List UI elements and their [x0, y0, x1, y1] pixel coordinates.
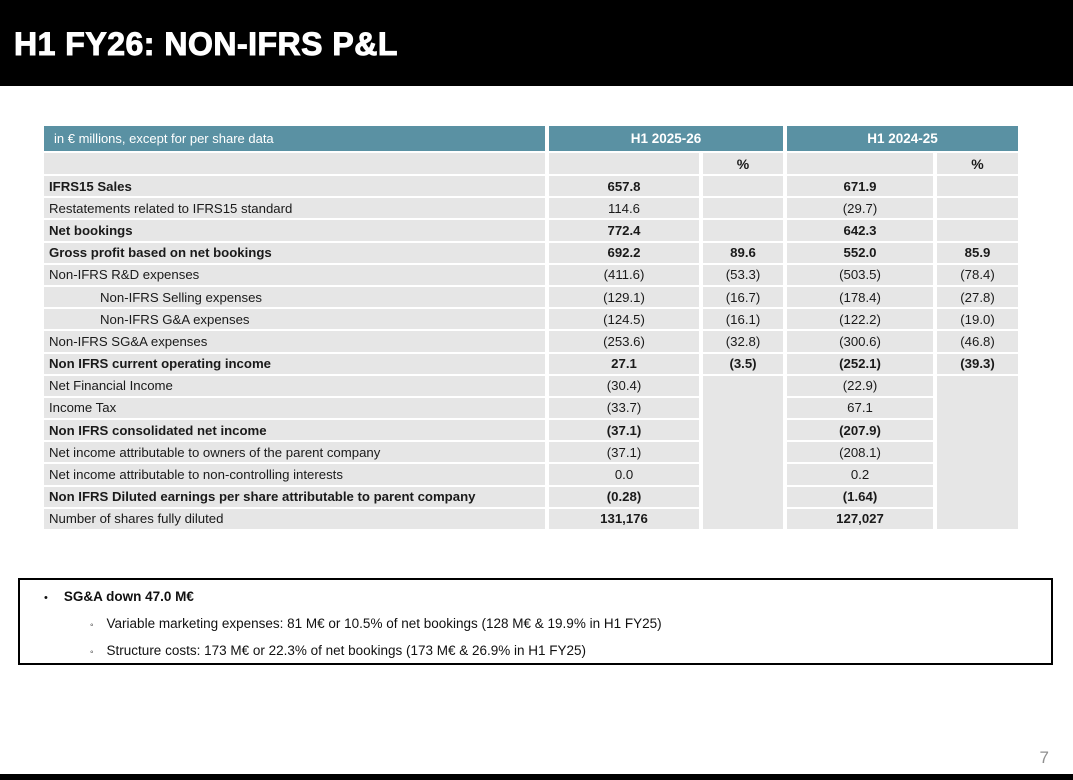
- row-label: Number of shares fully diluted: [44, 508, 545, 529]
- percent-cell: (16.1): [703, 309, 783, 330]
- value-cell: 692.2: [549, 242, 699, 263]
- value-cell: 657.8: [549, 176, 699, 197]
- row-label: Net income attributable to non-controlli…: [44, 464, 545, 485]
- value-cell: (253.6): [549, 331, 699, 352]
- pnl-table: in € millions, except for per share data…: [44, 126, 1018, 529]
- percent-cell: [937, 176, 1018, 197]
- percent-cell: (32.8): [703, 331, 783, 352]
- row-label: Gross profit based on net bookings: [44, 242, 545, 263]
- percent-cell: (27.8): [937, 286, 1018, 308]
- percent-cell: (39.3): [937, 353, 1018, 374]
- row-label: Non IFRS consolidated net income: [44, 420, 545, 441]
- percent-cell: [703, 220, 783, 241]
- row-label: Non-IFRS Selling expenses: [44, 286, 545, 308]
- row-label: Non-IFRS G&A expenses: [44, 309, 545, 330]
- value-cell: 642.3: [787, 220, 933, 241]
- table-unit-header: in € millions, except for per share data: [44, 126, 545, 151]
- value-cell: (37.1): [549, 442, 699, 463]
- value-cell: 131,176: [549, 508, 699, 529]
- percent-cell: (16.7): [703, 286, 783, 308]
- value-cell: 127,027: [787, 508, 933, 529]
- percent-cell: (78.4): [937, 264, 1018, 285]
- row-label: Income Tax: [44, 397, 545, 419]
- percent-cell: [937, 198, 1018, 219]
- percent-cell: [937, 220, 1018, 241]
- row-label: Net bookings: [44, 220, 545, 241]
- row-label: Net income attributable to owners of the…: [44, 442, 545, 463]
- note-bullet-row: • SG&A down 47.0 M€: [44, 589, 1051, 604]
- bottom-bar: [0, 774, 1073, 780]
- percent-cell: (46.8): [937, 331, 1018, 352]
- value-cell: (129.1): [549, 286, 699, 308]
- value-cell: 67.1: [787, 397, 933, 419]
- note-sub-bullet-text: Structure costs: 173 M€ or 22.3% of net …: [106, 643, 587, 658]
- row-label: Non IFRS Diluted earnings per share attr…: [44, 486, 545, 507]
- value-cell: (208.1): [787, 442, 933, 463]
- row-label: Net Financial Income: [44, 375, 545, 396]
- note-sub-bullet-text: Variable marketing expenses: 81 M€ or 10…: [106, 616, 662, 631]
- percent-cell: [703, 198, 783, 219]
- note-sub-bullet-row: ◦ Variable marketing expenses: 81 M€ or …: [90, 616, 1051, 631]
- value-cell: (124.5): [549, 309, 699, 330]
- merged-empty-percent-block: [937, 375, 1018, 529]
- value-cell: 114.6: [549, 198, 699, 219]
- value-cell: (22.9): [787, 375, 933, 396]
- value-cell: (300.6): [787, 331, 933, 352]
- page-number: 7: [1039, 748, 1049, 767]
- value-cell: (252.1): [787, 353, 933, 374]
- empty-cell: [44, 153, 545, 174]
- value-cell: 552.0: [787, 242, 933, 263]
- value-cell: (30.4): [549, 375, 699, 396]
- percent-column-header: %: [703, 153, 783, 174]
- percent-cell: (53.3): [703, 264, 783, 285]
- col-header-h1-2024-25: H1 2024-25: [787, 126, 1018, 151]
- value-cell: (207.9): [787, 420, 933, 441]
- value-cell: (411.6): [549, 264, 699, 285]
- slide-title: H1 FY26: NON-IFRS P&L: [14, 26, 398, 63]
- value-cell: (122.2): [787, 309, 933, 330]
- percent-cell: [703, 176, 783, 197]
- row-label: Non IFRS current operating income: [44, 353, 545, 374]
- percent-cell: (19.0): [937, 309, 1018, 330]
- row-label: IFRS15 Sales: [44, 176, 545, 197]
- value-cell: 671.9: [787, 176, 933, 197]
- value-cell: 772.4: [549, 220, 699, 241]
- percent-column-header: %: [937, 153, 1018, 174]
- empty-cell: [549, 153, 699, 174]
- row-label: Non-IFRS SG&A expenses: [44, 331, 545, 352]
- value-cell: 0.0: [549, 464, 699, 485]
- value-cell: (0.28): [549, 486, 699, 507]
- note-bullet-text: SG&A down 47.0 M€: [63, 589, 194, 604]
- value-cell: 0.2: [787, 464, 933, 485]
- value-cell: (33.7): [549, 397, 699, 419]
- row-label: Non-IFRS R&D expenses: [44, 264, 545, 285]
- sub-bullet-icon: ◦: [90, 620, 94, 631]
- value-cell: 27.1: [549, 353, 699, 374]
- value-cell: (1.64): [787, 486, 933, 507]
- value-cell: (29.7): [787, 198, 933, 219]
- note-sub-bullet-row: ◦ Structure costs: 173 M€ or 22.3% of ne…: [90, 643, 1051, 658]
- empty-cell: [787, 153, 933, 174]
- value-cell: (178.4): [787, 286, 933, 308]
- value-cell: (37.1): [549, 420, 699, 441]
- notes-box: • SG&A down 47.0 M€ ◦ Variable marketing…: [18, 578, 1053, 665]
- value-cell: (503.5): [787, 264, 933, 285]
- percent-cell: 85.9: [937, 242, 1018, 263]
- title-bar: H1 FY26: NON-IFRS P&L: [0, 0, 1073, 86]
- col-header-h1-2025-26: H1 2025-26: [549, 126, 783, 151]
- merged-empty-percent-block: [703, 375, 783, 529]
- sub-bullet-icon: ◦: [90, 647, 94, 658]
- percent-cell: 89.6: [703, 242, 783, 263]
- row-label: Restatements related to IFRS15 standard: [44, 198, 545, 219]
- bullet-icon: •: [44, 592, 48, 604]
- percent-cell: (3.5): [703, 353, 783, 374]
